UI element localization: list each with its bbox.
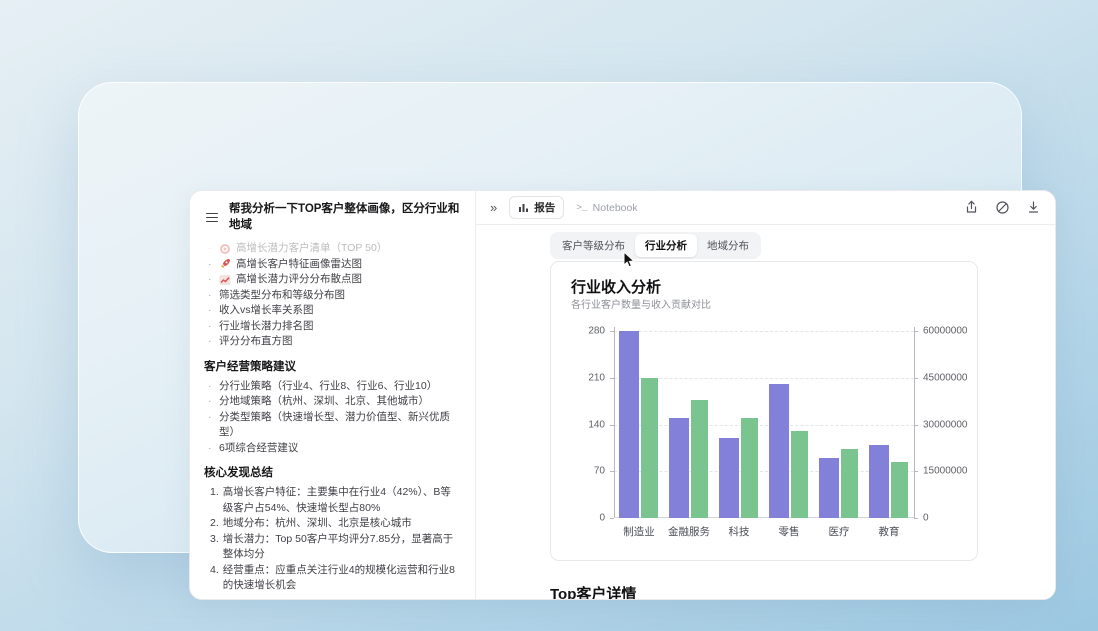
chart-plot: 0 70 140 210 280 0 15000000 30000000 45000000 600…: [588, 326, 967, 539]
finding-item: 3. 增长潜力：Top 50客户平均评分7.85分，显著高于整体均分: [210, 532, 454, 561]
left-tick: [610, 331, 614, 332]
findings-heading: 核心发现总结: [204, 467, 273, 480]
chart-up-icon: [219, 274, 231, 286]
customer-count-bar: [669, 417, 689, 518]
report-tab-chip[interactable]: 报告: [509, 196, 565, 219]
left-tick: [610, 471, 614, 473]
x-axis-category-label: 教育: [878, 526, 900, 538]
x-axis-line: [614, 517, 914, 518]
strategy-item: · 分行业策略（行业4、行业8、行业6、行业10）: [208, 379, 438, 392]
gridline: [614, 331, 914, 332]
strategy-heading: 客户经营策略建议: [204, 360, 296, 373]
outline-item[interactable]: · 高增长潜力客户清单（TOP 50）: [208, 242, 388, 255]
outline-item[interactable]: · 收入vs增长率关系图: [208, 304, 314, 317]
left-tick: [610, 377, 614, 379]
right-tick: [914, 471, 918, 473]
report-panel: » 报告 >_ Notebook: [476, 191, 1055, 599]
right-axis-label: 30000000: [923, 419, 968, 430]
analysis-tabs: 客户等级分布 行业分析 地域分布: [550, 232, 761, 259]
x-axis-category-label: 医疗: [828, 526, 850, 538]
toolbar-actions: [964, 200, 1041, 215]
outline-item[interactable]: · 评分分布直方图: [208, 335, 293, 348]
gridline: [614, 424, 914, 426]
chat-body: · 高增长潜力客户清单（TOP 50） · 高增长客户特征画像雷达图 ·: [190, 239, 475, 599]
customer-count-bar: [619, 331, 639, 518]
slash-circle-icon[interactable]: [995, 200, 1010, 215]
share-icon[interactable]: [964, 200, 979, 215]
right-tick: [914, 518, 918, 519]
app-window: 帮我分析一下TOP客户整体画像，区分行业和地域 · 高增长潜力客户清单（TOP …: [189, 190, 1056, 600]
industry-revenue-chart-card: 行业收入分析 各行业客户数量与收入贡献对比 0 70 140 210 280 0 15000…: [550, 261, 978, 561]
outline-item[interactable]: · 筛选类型分布和等级分布图: [208, 288, 345, 301]
chat-header: 帮我分析一下TOP客户整体画像，区分行业和地域: [190, 191, 475, 239]
right-tick: [914, 424, 918, 426]
notebook-breadcrumb[interactable]: >_ Notebook: [576, 201, 638, 214]
right-tick: [914, 377, 918, 379]
left-axis-label: 0: [599, 512, 605, 524]
revenue-bar: [791, 430, 808, 518]
customer-count-bar: [769, 384, 789, 518]
x-axis-category-label: 制造业: [623, 526, 655, 538]
right-axis-line: [914, 327, 915, 518]
right-axis-label: 0: [923, 512, 929, 524]
right-axis-label: 45000000: [923, 372, 968, 384]
chat-title: 帮我分析一下TOP客户整体画像，区分行业和地域: [229, 203, 460, 231]
top-customers-section-title: Top客户详情: [550, 586, 637, 600]
left-tick: [610, 424, 614, 426]
left-axis-line: [614, 327, 615, 518]
left-axis-label: 280: [588, 325, 605, 337]
outline-item[interactable]: · 高增长潜力评分分布散点图: [208, 273, 362, 286]
outline-item[interactable]: · 行业增长潜力排名图: [208, 319, 314, 332]
tab-region-distribution[interactable]: 地域分布: [707, 240, 749, 252]
rocket-icon: [219, 258, 231, 270]
left-tick: [610, 518, 614, 519]
chart-title: 行业收入分析: [571, 279, 662, 296]
chart-subtitle: 各行业客户数量与收入贡献对比: [571, 300, 711, 311]
x-axis-category-label: 金融服务: [668, 526, 710, 538]
strategy-item: · 分类型策略（快速增长型、潜力价值型、新兴优质型）: [208, 410, 450, 439]
tab-customer-grade[interactable]: 客户等级分布: [562, 240, 625, 252]
outline-item[interactable]: · 高增长客户特征画像雷达图: [208, 257, 362, 270]
x-axis-category-label: 零售: [778, 526, 800, 538]
finding-item: 4. 经营重点：应重点关注行业4的规模化运营和行业8的快速增长机会: [210, 563, 455, 592]
revenue-bar: [641, 377, 658, 518]
revenue-bar: [741, 418, 758, 518]
finding-item: 1. 高增长客户特征：主要集中在行业4（42%）、B等级客户占54%、快速增长型占…: [210, 486, 451, 514]
chat-panel: 帮我分析一下TOP客户整体画像，区分行业和地域 · 高增长潜力客户清单（TOP …: [190, 191, 476, 599]
bar-chart-icon: [519, 204, 529, 212]
finding-item: 2. 地域分布：杭州、深圳、北京是核心城市: [210, 517, 412, 530]
x-axis-category-label: 科技: [728, 526, 750, 538]
gridline: [614, 471, 914, 473]
strategy-item: · 6项综合经营建议: [208, 441, 299, 454]
revenue-bar: [841, 449, 858, 518]
collapse-panel-icon[interactable]: »: [490, 200, 498, 215]
customer-count-bar: [719, 437, 739, 518]
terminal-prompt-icon: >_: [576, 202, 588, 213]
revenue-bar: [891, 461, 908, 518]
left-axis-label: 210: [588, 372, 605, 384]
left-axis-label: 140: [588, 419, 605, 430]
customer-count-bar: [869, 444, 889, 518]
right-tick: [914, 331, 918, 332]
left-axis-label: 70: [593, 465, 605, 477]
gridline: [614, 377, 914, 379]
strategy-item: · 分地域策略（杭州、深圳、北京、其他城市）: [208, 395, 429, 408]
tab-industry-analysis[interactable]: 行业分析: [635, 234, 697, 257]
customer-count-bar: [819, 457, 839, 518]
target-icon: [219, 243, 231, 255]
right-axis-label: 15000000: [923, 465, 968, 477]
right-axis-label: 60000000: [923, 325, 968, 337]
revenue-bar: [691, 399, 708, 518]
frosted-frame: 帮我分析一下TOP客户整体画像，区分行业和地域 · 高增长潜力客户清单（TOP …: [78, 82, 1056, 600]
menu-icon[interactable]: [204, 211, 220, 225]
download-icon[interactable]: [1026, 200, 1041, 215]
report-toolbar: » 报告 >_ Notebook: [476, 191, 1055, 225]
